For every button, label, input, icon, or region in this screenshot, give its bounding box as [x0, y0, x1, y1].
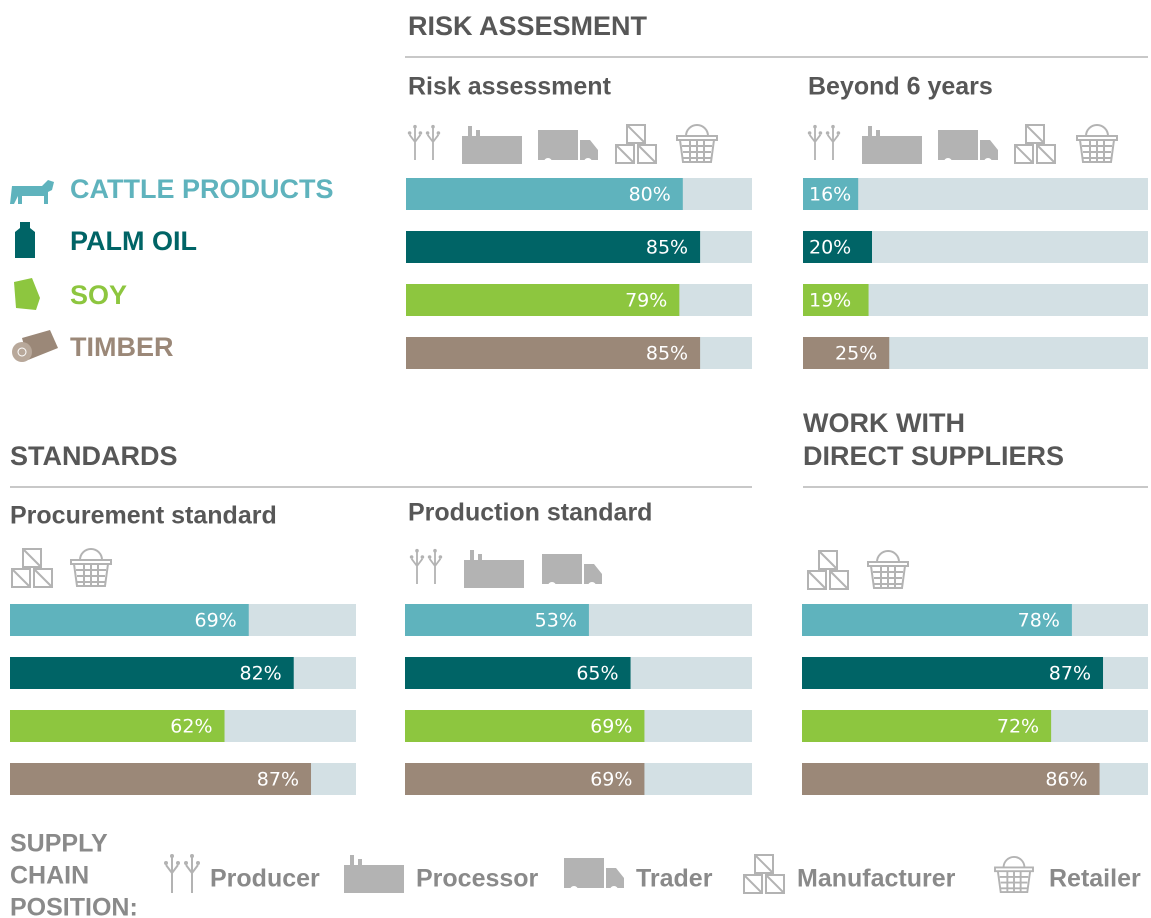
bar	[405, 604, 589, 636]
legend-label: Processor	[416, 865, 539, 893]
value-label: 69%	[195, 610, 237, 632]
value-label: 78%	[1018, 610, 1060, 632]
legend-title: SUPPLY	[10, 830, 108, 858]
bar	[802, 604, 1072, 636]
bar	[406, 284, 680, 316]
legend-icon	[743, 854, 785, 894]
bar-track	[803, 178, 1148, 210]
bar	[406, 337, 701, 369]
chart-title: Procurement standard	[10, 502, 277, 530]
soy-icon	[14, 278, 40, 310]
value-label: 85%	[646, 237, 688, 259]
legend-icon	[564, 858, 624, 894]
value-label: 25%	[835, 343, 877, 365]
section-heading: RISK ASSESMENT	[408, 11, 648, 41]
legend-icon	[162, 852, 202, 894]
commodity-label: SOY	[70, 280, 127, 310]
section-heading: STANDARDS	[10, 441, 178, 471]
value-label: 87%	[1049, 663, 1091, 685]
value-label: 53%	[535, 610, 577, 632]
bar	[803, 284, 869, 316]
legend-label: Producer	[210, 865, 320, 893]
section-heading: WORK WITH	[803, 408, 965, 438]
chart-title: Production standard	[408, 499, 652, 527]
value-label: 62%	[170, 716, 212, 738]
commodity-label: TIMBER	[70, 332, 174, 362]
value-label: 69%	[590, 716, 632, 738]
value-label: 82%	[239, 663, 281, 685]
value-label: 16%	[809, 184, 851, 206]
value-label: 86%	[1045, 769, 1087, 791]
value-label: 79%	[625, 290, 667, 312]
value-label: 80%	[629, 184, 671, 206]
cattle-icon	[10, 180, 54, 204]
bar	[802, 657, 1104, 689]
value-label: 69%	[590, 769, 632, 791]
bar	[10, 604, 249, 636]
bar	[10, 710, 225, 742]
value-label: 85%	[646, 343, 688, 365]
bar	[406, 231, 701, 263]
value-label: 87%	[257, 769, 299, 791]
value-label: 65%	[576, 663, 618, 685]
legend-icon	[994, 856, 1034, 894]
value-label: 19%	[809, 290, 851, 312]
value-label: 20%	[809, 237, 851, 259]
bar	[406, 178, 683, 210]
bar	[802, 710, 1052, 742]
bar	[405, 657, 631, 689]
palm-oil-icon	[15, 222, 35, 258]
legend-title: POSITION:	[10, 894, 138, 918]
bar	[803, 231, 872, 263]
legend-icon	[344, 855, 404, 893]
legend-label: Manufacturer	[797, 865, 956, 893]
chart-title: Risk assessment	[408, 73, 612, 101]
bar	[405, 710, 645, 742]
section-heading: DIRECT SUPPLIERS	[803, 441, 1064, 471]
legend-title: CHAIN	[10, 862, 89, 890]
bar	[405, 763, 645, 795]
value-label: 72%	[997, 716, 1039, 738]
commodity-label: PALM OIL	[70, 226, 197, 256]
bar	[803, 178, 859, 210]
commodity-label: CATTLE PRODUCTS	[70, 174, 334, 204]
legend-label: Trader	[636, 865, 713, 893]
bar	[10, 657, 294, 689]
bar	[10, 763, 312, 795]
bar	[802, 763, 1100, 795]
chart-title: Beyond 6 years	[808, 73, 993, 101]
bar	[803, 337, 890, 369]
timber-icon	[12, 330, 58, 362]
legend-label: Retailer	[1049, 865, 1141, 893]
